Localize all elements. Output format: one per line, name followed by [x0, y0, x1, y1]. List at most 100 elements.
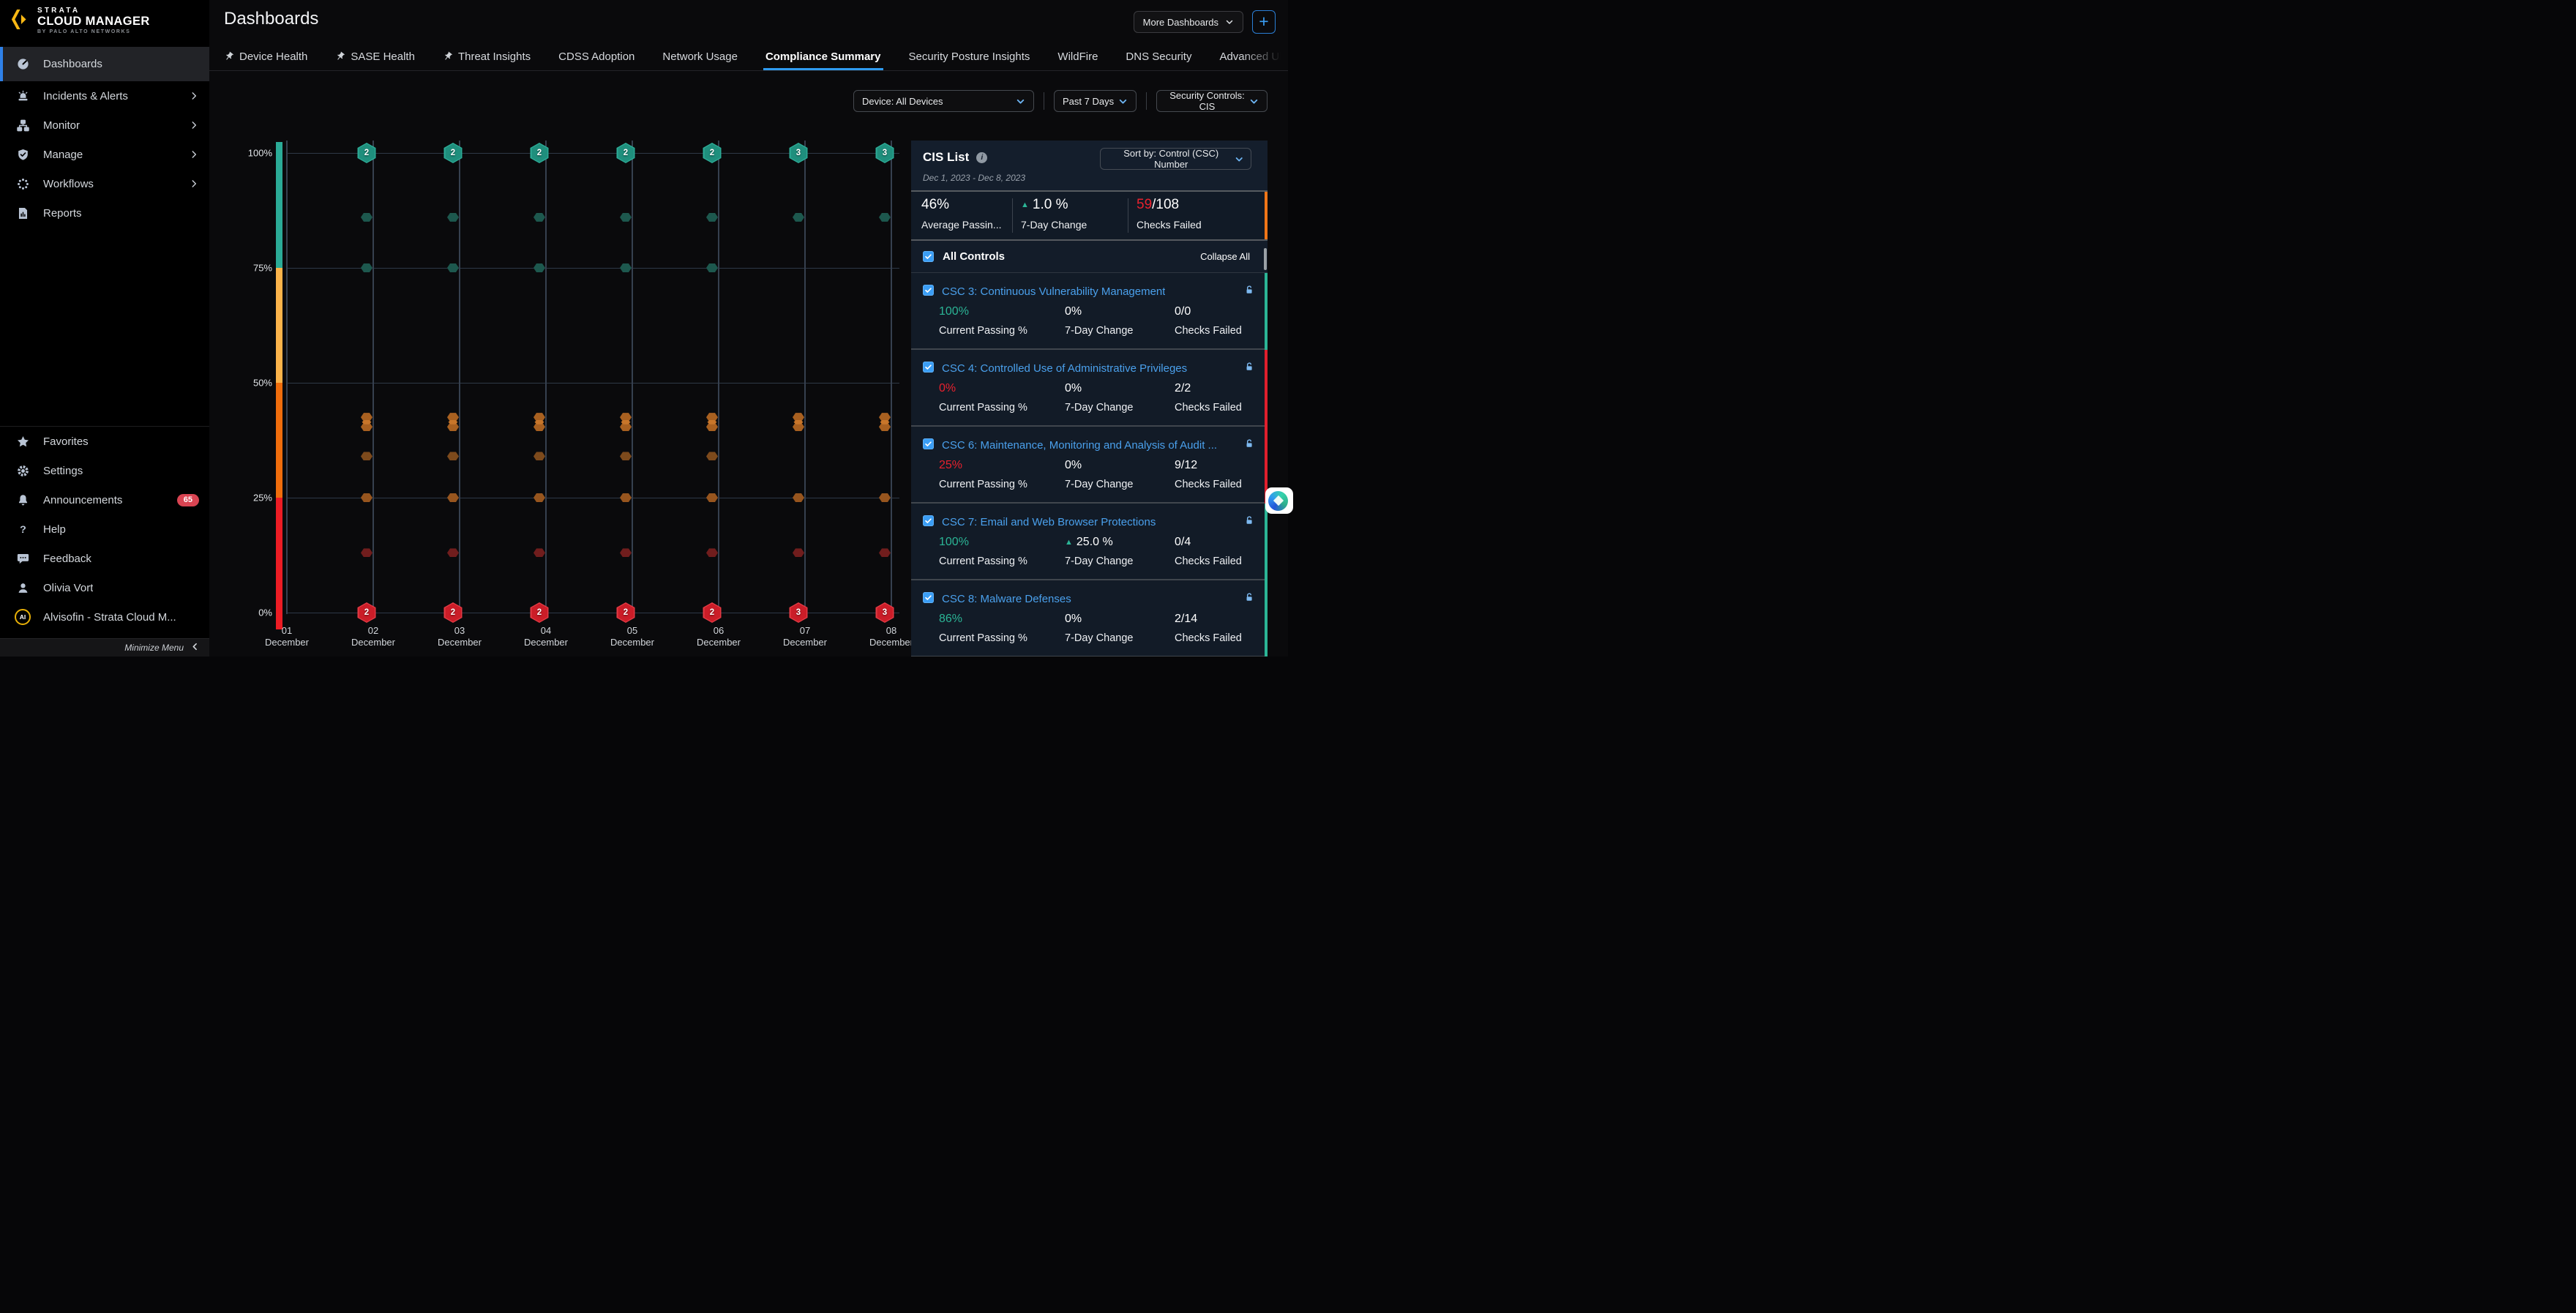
control-marker[interactable]: [447, 548, 459, 558]
filter-dropdown-security-controls[interactable]: Security Controls: CIS: [1156, 90, 1268, 112]
failing-cluster-marker[interactable]: 2: [357, 602, 376, 623]
control-marker[interactable]: [620, 422, 632, 432]
control-marker[interactable]: [447, 452, 459, 461]
minimize-menu-button[interactable]: Minimize Menu: [0, 638, 209, 656]
tab-wildfire[interactable]: WildFire: [1057, 42, 1098, 70]
control-marker[interactable]: [879, 493, 891, 502]
control-marker[interactable]: [620, 548, 632, 558]
control-link[interactable]: CSC 4: Controlled Use of Administrative …: [942, 362, 1188, 375]
sort-by-dropdown[interactable]: Sort by: Control (CSC) Number: [1100, 148, 1251, 170]
control-marker[interactable]: [620, 212, 632, 222]
control-marker[interactable]: [706, 422, 718, 432]
control-checkbox[interactable]: [923, 438, 934, 449]
passing-cluster-marker[interactable]: 2: [703, 143, 722, 163]
tab-network-usage[interactable]: Network Usage: [662, 42, 738, 70]
control-marker[interactable]: [793, 212, 804, 222]
control-marker[interactable]: [533, 212, 545, 222]
control-checkbox[interactable]: [923, 285, 934, 296]
control-marker[interactable]: [533, 548, 545, 558]
control-marker[interactable]: [447, 212, 459, 222]
control-marker[interactable]: [620, 493, 632, 502]
control-marker[interactable]: [361, 212, 372, 222]
control-marker[interactable]: [620, 263, 632, 272]
tab-security-posture-insights[interactable]: Security Posture Insights: [909, 42, 1030, 70]
unlock-icon[interactable]: [1243, 515, 1255, 530]
unlock-icon[interactable]: [1243, 284, 1255, 299]
control-marker[interactable]: [793, 548, 804, 558]
control-link[interactable]: CSC 3: Continuous Vulnerability Manageme…: [942, 285, 1166, 298]
control-marker[interactable]: [361, 413, 372, 422]
control-marker[interactable]: [361, 263, 372, 272]
control-marker[interactable]: [533, 422, 545, 432]
control-marker[interactable]: [620, 413, 632, 422]
passing-cluster-marker[interactable]: 2: [530, 143, 549, 163]
control-checkbox[interactable]: [923, 592, 934, 603]
tab-threat-insights[interactable]: Threat Insights: [443, 42, 531, 70]
tab-cdss-adoption[interactable]: CDSS Adoption: [558, 42, 634, 70]
unlock-icon[interactable]: [1243, 438, 1255, 453]
sidebar-item-monitor[interactable]: Monitor: [0, 111, 209, 140]
control-marker[interactable]: [447, 422, 459, 432]
control-marker[interactable]: [793, 493, 804, 502]
sidebar-item-help[interactable]: ? Help: [0, 515, 209, 544]
filter-dropdown-device[interactable]: Device: All Devices: [853, 90, 1034, 112]
control-marker[interactable]: [361, 452, 372, 461]
failing-cluster-marker[interactable]: 2: [703, 602, 722, 623]
control-marker[interactable]: [447, 263, 459, 272]
sidebar-item-manage[interactable]: Manage: [0, 140, 209, 169]
control-marker[interactable]: [533, 493, 545, 502]
copilot-widget-button[interactable]: [1265, 487, 1293, 514]
more-dashboards-button[interactable]: More Dashboards: [1133, 11, 1243, 33]
control-marker[interactable]: [879, 548, 891, 558]
sidebar-item-favorites[interactable]: Favorites: [0, 427, 209, 456]
control-marker[interactable]: [533, 452, 545, 461]
control-marker[interactable]: [706, 212, 718, 222]
add-dashboard-button[interactable]: +: [1252, 10, 1276, 34]
tab-advanced-url-filter[interactable]: Advanced URL Filter: [1219, 42, 1288, 70]
failing-cluster-marker[interactable]: 2: [530, 602, 549, 623]
control-marker[interactable]: [879, 212, 891, 222]
passing-cluster-marker[interactable]: 2: [616, 143, 635, 163]
control-marker[interactable]: [447, 493, 459, 502]
control-marker[interactable]: [361, 422, 372, 432]
sidebar-item-announcements[interactable]: Announcements 65: [0, 485, 209, 515]
control-marker[interactable]: [447, 413, 459, 422]
sidebar-item-alvisofin-strata-cloud-m[interactable]: AI Alvisofin - Strata Cloud M...: [0, 602, 209, 632]
control-marker[interactable]: [706, 452, 718, 461]
control-marker[interactable]: [533, 413, 545, 422]
tab-compliance-summary[interactable]: Compliance Summary: [763, 42, 883, 70]
panel-scrollbar-thumb[interactable]: [1264, 248, 1267, 270]
sidebar-item-feedback[interactable]: Feedback: [0, 544, 209, 573]
passing-cluster-marker[interactable]: 2: [443, 143, 463, 163]
sidebar-item-olivia-vort[interactable]: Olivia Vort: [0, 573, 209, 602]
control-marker[interactable]: [361, 493, 372, 502]
control-marker[interactable]: [706, 413, 718, 422]
control-link[interactable]: CSC 6: Maintenance, Monitoring and Analy…: [942, 439, 1218, 452]
control-marker[interactable]: [793, 422, 804, 432]
tab-dns-security[interactable]: DNS Security: [1126, 42, 1191, 70]
unlock-icon[interactable]: [1243, 361, 1255, 376]
control-link[interactable]: CSC 7: Email and Web Browser Protections: [942, 516, 1156, 528]
control-checkbox[interactable]: [923, 515, 934, 526]
collapse-all-button[interactable]: Collapse All: [1200, 251, 1250, 262]
control-link[interactable]: CSC 8: Malware Defenses: [942, 593, 1071, 605]
sidebar-item-dashboards[interactable]: Dashboards: [0, 47, 209, 81]
all-controls-checkbox[interactable]: [923, 251, 934, 262]
failing-cluster-marker[interactable]: 2: [616, 602, 635, 623]
tab-device-health[interactable]: Device Health: [224, 42, 307, 70]
tab-sase-health[interactable]: SASE Health: [335, 42, 415, 70]
control-marker[interactable]: [706, 548, 718, 558]
control-marker[interactable]: [793, 413, 804, 422]
control-marker[interactable]: [533, 263, 545, 272]
sidebar-item-reports[interactable]: Reports: [0, 198, 209, 228]
control-marker[interactable]: [879, 413, 891, 422]
control-marker[interactable]: [361, 548, 372, 558]
sidebar-item-workflows[interactable]: Workflows: [0, 169, 209, 198]
sidebar-item-incidents-alerts[interactable]: Incidents & Alerts: [0, 81, 209, 111]
control-marker[interactable]: [879, 422, 891, 432]
control-checkbox[interactable]: [923, 362, 934, 373]
unlock-icon[interactable]: [1243, 591, 1255, 607]
control-marker[interactable]: [706, 493, 718, 502]
failing-cluster-marker[interactable]: 2: [443, 602, 463, 623]
sidebar-item-settings[interactable]: Settings: [0, 456, 209, 485]
